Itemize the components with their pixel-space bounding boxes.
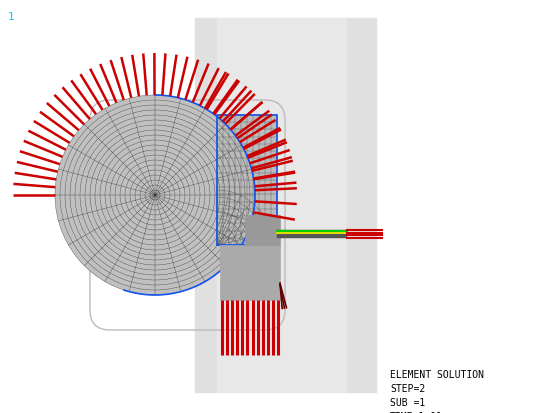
Bar	[195, 18, 217, 393]
Bar	[220, 245, 280, 300]
Bar	[277, 230, 347, 238]
Circle shape	[55, 95, 255, 295]
Bar	[347, 18, 377, 393]
Text: STEP=2: STEP=2	[390, 384, 425, 394]
Bar	[217, 18, 347, 393]
Text: TIME=1.01: TIME=1.01	[390, 412, 443, 413]
Text: SUB =1: SUB =1	[390, 398, 425, 408]
Bar	[217, 115, 277, 245]
Text: ELEMENT SOLUTION: ELEMENT SOLUTION	[390, 370, 484, 380]
Text: 1: 1	[8, 12, 15, 22]
Wedge shape	[217, 190, 272, 245]
Bar	[217, 115, 277, 245]
Bar	[245, 215, 280, 245]
